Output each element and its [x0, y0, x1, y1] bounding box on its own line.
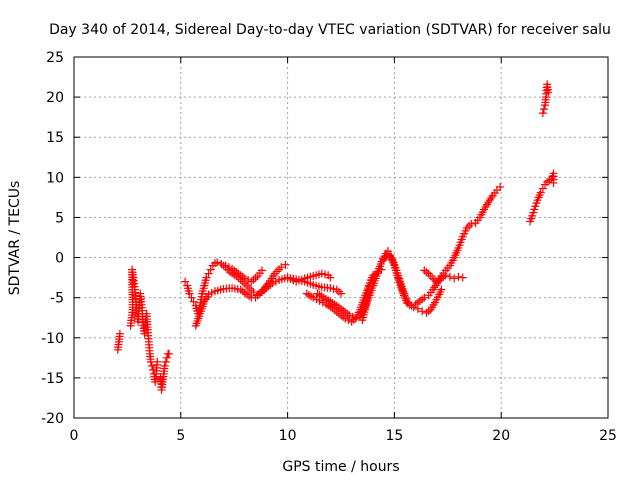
- data-point: [326, 273, 335, 282]
- data-point: [115, 329, 124, 338]
- axis-ticks: 0 5 10 15 20 25 -20 -15 -10 -5 0 5 10 15 20 25: [41, 50, 617, 444]
- data-point: [262, 281, 271, 290]
- data-point: [422, 267, 431, 276]
- data-point: [549, 178, 558, 187]
- data-point: [257, 266, 266, 275]
- x-tick-label: 0: [70, 428, 79, 444]
- x-tick-label: 5: [176, 428, 185, 444]
- data-point: [253, 291, 262, 300]
- y-tick-label: 5: [55, 210, 64, 226]
- y-tick-label: -10: [41, 331, 64, 347]
- data-point: [162, 353, 171, 362]
- data-point: [409, 303, 418, 312]
- grid: [74, 57, 608, 418]
- y-tick-label: 25: [46, 50, 64, 66]
- y-tick-label: 0: [55, 251, 64, 267]
- chart-title: Day 340 of 2014, Sidereal Day-to-day VTE…: [49, 22, 611, 38]
- data-point: [351, 314, 360, 323]
- y-tick-label: -5: [50, 291, 64, 307]
- data-point: [204, 269, 213, 278]
- data-point: [538, 184, 547, 193]
- y-axis-label: SDTVAR / TECUs: [7, 181, 23, 296]
- x-tick-label: 25: [599, 428, 617, 444]
- data-point: [467, 219, 476, 228]
- data-point: [277, 263, 286, 272]
- data-point: [249, 288, 258, 297]
- x-tick-label: 15: [385, 428, 403, 444]
- data-point: [202, 273, 211, 282]
- data-point: [181, 277, 190, 286]
- data-point: [437, 285, 446, 294]
- data-point: [187, 293, 196, 302]
- data-point: [405, 300, 414, 309]
- data-point: [161, 357, 170, 366]
- y-tick-label: -20: [41, 411, 64, 427]
- data-point: [185, 289, 194, 298]
- data-point: [217, 259, 226, 268]
- data-point: [149, 365, 158, 374]
- y-tick-label: -15: [41, 371, 64, 387]
- data-point: [544, 88, 553, 97]
- data-point: [337, 289, 345, 298]
- data-point: [165, 349, 174, 358]
- data-point: [259, 285, 268, 294]
- data-point: [441, 271, 450, 280]
- data-point: [213, 258, 222, 267]
- data-point: [272, 267, 281, 276]
- data-point: [450, 274, 459, 283]
- plot-frame: [73, 56, 609, 419]
- y-tick-label: 15: [46, 130, 64, 146]
- data-point: [539, 105, 548, 114]
- data-point: [153, 357, 162, 366]
- data-point: [496, 182, 505, 191]
- y-tick-label: 20: [46, 90, 64, 106]
- y-tick-label: 10: [46, 170, 64, 186]
- data-point: [369, 271, 378, 280]
- data-point: [257, 287, 266, 296]
- data-point: [249, 275, 258, 284]
- data-point: [261, 283, 270, 292]
- data-point: [445, 272, 454, 281]
- data-point: [413, 304, 422, 313]
- data-points: [113, 80, 558, 394]
- data-point: [420, 293, 429, 302]
- x-axis-label: GPS time / hours: [282, 459, 399, 475]
- data-point: [275, 265, 284, 274]
- data-point: [206, 265, 215, 274]
- x-tick-label: 20: [492, 428, 510, 444]
- data-point: [251, 273, 260, 282]
- data-point: [536, 188, 545, 197]
- data-point: [281, 260, 290, 269]
- data-point: [147, 361, 156, 370]
- data-point: [458, 273, 467, 282]
- x-tick-label: 10: [279, 428, 297, 444]
- data-point: [454, 272, 463, 281]
- data-point: [189, 297, 198, 306]
- data-point: [538, 109, 547, 118]
- data-point: [243, 281, 252, 290]
- data-point: [424, 307, 433, 316]
- data-point: [160, 361, 169, 370]
